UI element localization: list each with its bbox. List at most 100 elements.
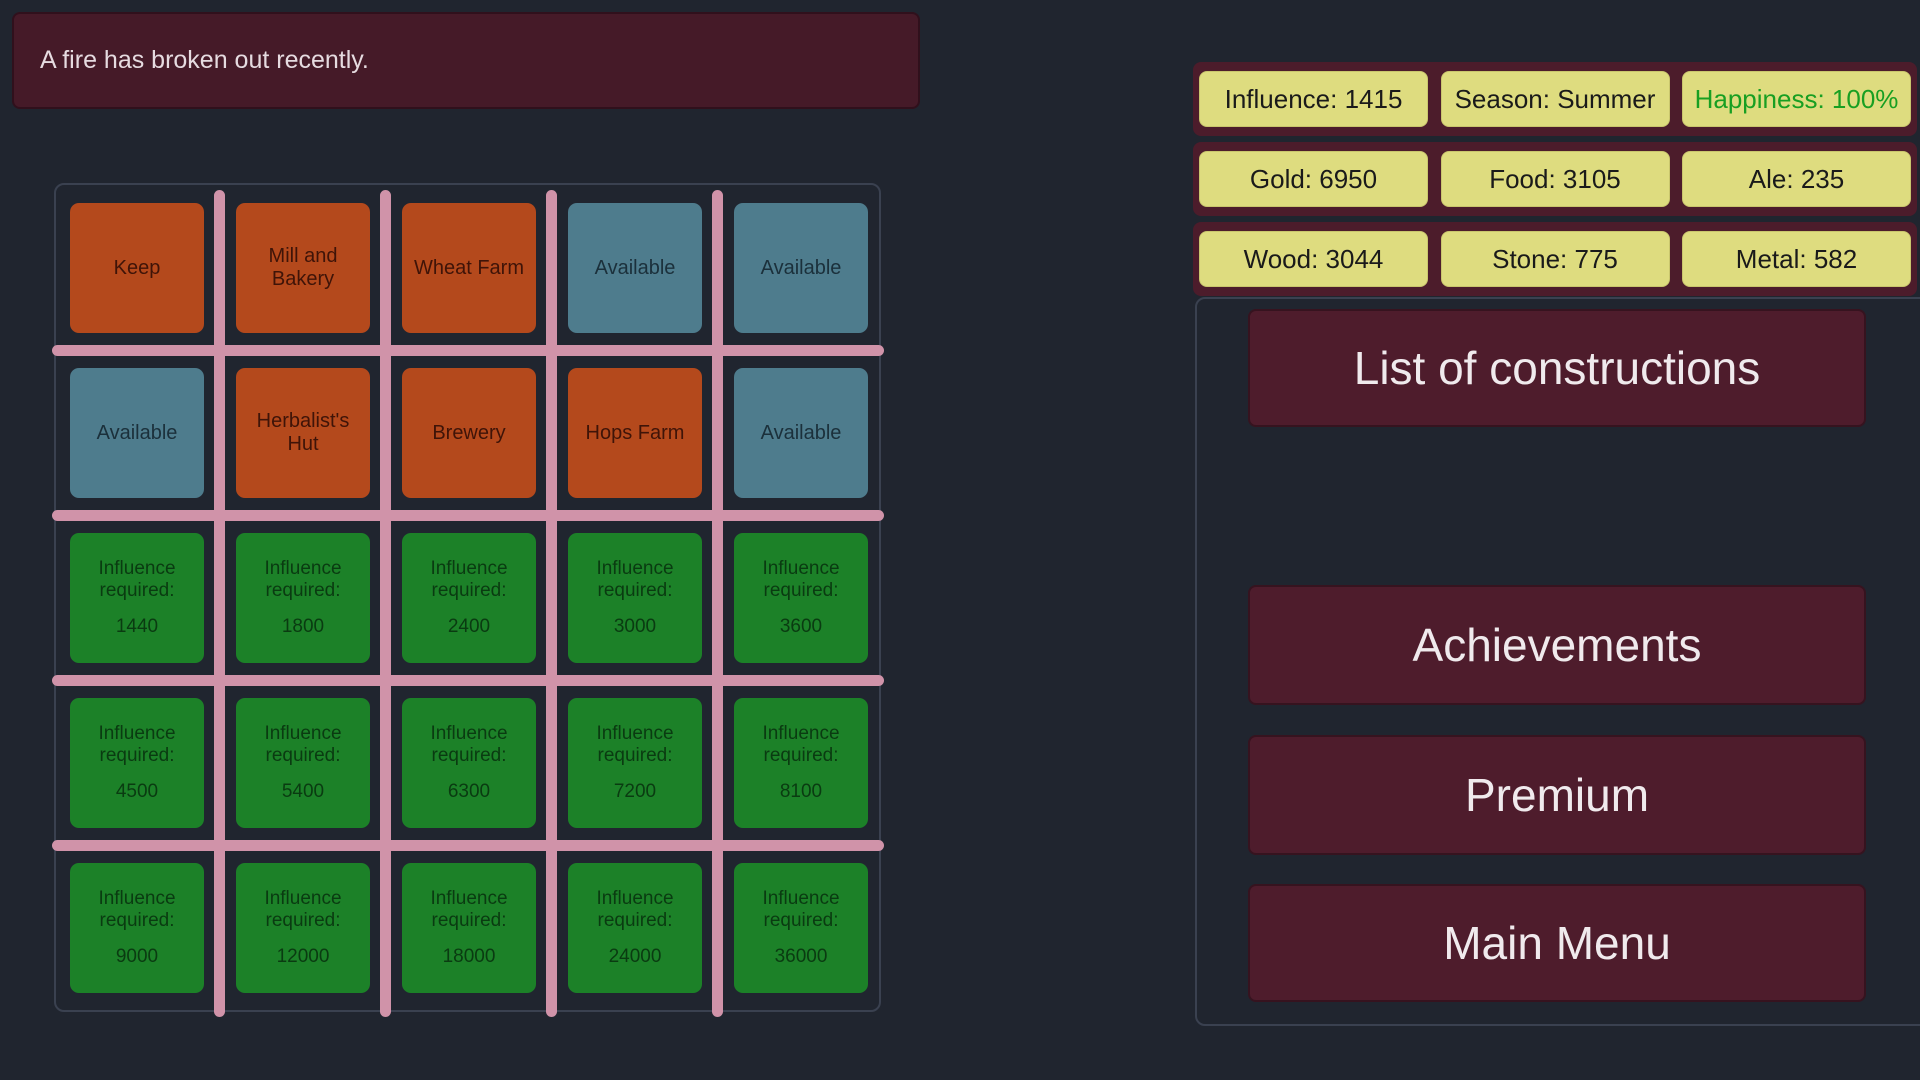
tile-available[interactable]: Available <box>734 368 868 498</box>
tile-locked[interactable]: Influence required: 2400 <box>402 533 536 663</box>
stat-gold-label: Gold: 6950 <box>1249 163 1378 194</box>
main-menu-button[interactable]: Main Menu <box>1248 884 1866 1002</box>
tile-influence-value: 3600 <box>779 615 823 637</box>
tile-available[interactable]: Available <box>568 203 702 333</box>
tile-keep[interactable]: Keep <box>70 203 204 333</box>
grid-separator-horizontal <box>52 510 884 521</box>
tile-mill-and-bakery[interactable]: Mill and Bakery <box>236 203 370 333</box>
tile-label: Hops Farm <box>585 421 685 444</box>
tile-label: Influence required: <box>762 723 840 767</box>
tile-influence-value: 18000 <box>442 945 496 967</box>
tile-label: Influence required: <box>762 558 840 602</box>
tile-influence-value: 1440 <box>115 615 159 637</box>
stat-wood: Wood: 3044 <box>1199 231 1428 287</box>
tile-locked[interactable]: Influence required: 1440 <box>70 533 204 663</box>
stat-stone-label: Stone: 775 <box>1492 243 1618 274</box>
tile-label: Influence required: <box>264 723 342 767</box>
tile-label: Herbalist's Hut <box>256 410 350 455</box>
tile-label: Available <box>760 256 842 279</box>
tile-label: Influence required: <box>264 558 342 602</box>
tile-locked[interactable]: Influence required: 3600 <box>734 533 868 663</box>
tile-wheat-farm[interactable]: Wheat Farm <box>402 203 536 333</box>
tile-influence-value: 4500 <box>115 780 159 802</box>
tile-label: Influence required: <box>430 558 508 602</box>
tile-label: Influence required: <box>430 723 508 767</box>
stats-strip-row3: Wood: 3044 Stone: 775 Metal: 582 <box>1193 222 1917 296</box>
stat-season-label: Season: Summer <box>1454 83 1656 114</box>
stat-food: Food: 3105 <box>1440 151 1670 207</box>
tile-label: Influence required: <box>596 723 674 767</box>
grid-separator-horizontal <box>52 840 884 851</box>
premium-button[interactable]: Premium <box>1248 735 1866 855</box>
tile-influence-value: 6300 <box>447 780 491 802</box>
tile-locked[interactable]: Influence required: 9000 <box>70 863 204 993</box>
tile-influence-value: 12000 <box>276 945 330 967</box>
stat-happiness-label: Happiness: 100% <box>1694 83 1899 114</box>
tile-locked[interactable]: Influence required: 3000 <box>568 533 702 663</box>
tile-label: Available <box>760 421 842 444</box>
list-of-constructions-button[interactable]: List of constructions <box>1248 309 1866 427</box>
tile-influence-value: 2400 <box>447 615 491 637</box>
tile-locked[interactable]: Influence required: 1800 <box>236 533 370 663</box>
tile-label: Mill and Bakery <box>268 245 338 290</box>
stat-influence: Influence: 1415 <box>1199 71 1428 127</box>
stat-ale-label: Ale: 235 <box>1748 163 1845 194</box>
tile-label: Influence required: <box>762 888 840 932</box>
tile-locked[interactable]: Influence required: 24000 <box>568 863 702 993</box>
stat-stone: Stone: 775 <box>1440 231 1670 287</box>
tile-influence-value: 24000 <box>608 945 662 967</box>
grid-separator-horizontal <box>52 345 884 356</box>
stat-happiness: Happiness: 100% <box>1682 71 1911 127</box>
tile-influence-value: 5400 <box>281 780 325 802</box>
tile-locked[interactable]: Influence required: 5400 <box>236 698 370 828</box>
tile-locked[interactable]: Influence required: 12000 <box>236 863 370 993</box>
stat-season: Season: Summer <box>1440 71 1670 127</box>
tile-label: Brewery <box>432 421 506 444</box>
grid-separator-vertical <box>214 190 225 1017</box>
grid-separator-horizontal <box>52 675 884 686</box>
button-label: Main Menu <box>1443 917 1671 969</box>
tile-herbalists-hut[interactable]: Herbalist's Hut <box>236 368 370 498</box>
tile-available[interactable]: Available <box>734 203 868 333</box>
tile-influence-value: 36000 <box>774 945 828 967</box>
tile-label: Keep <box>113 256 161 279</box>
tile-label: Influence required: <box>98 558 176 602</box>
tile-label: Influence required: <box>596 888 674 932</box>
tile-locked[interactable]: Influence required: 8100 <box>734 698 868 828</box>
tile-locked[interactable]: Influence required: 6300 <box>402 698 536 828</box>
tile-available[interactable]: Available <box>70 368 204 498</box>
button-label: Premium <box>1464 769 1650 821</box>
tile-influence-value: 8100 <box>779 780 823 802</box>
tile-label: Influence required: <box>264 888 342 932</box>
tile-label: Influence required: <box>596 558 674 602</box>
stat-food-label: Food: 3105 <box>1489 163 1621 194</box>
tile-label: Influence required: <box>98 888 176 932</box>
achievements-button[interactable]: Achievements <box>1248 585 1866 705</box>
tile-label: Available <box>594 256 676 279</box>
tile-locked[interactable]: Influence required: 4500 <box>70 698 204 828</box>
tile-influence-value: 7200 <box>613 780 657 802</box>
tile-hops-farm[interactable]: Hops Farm <box>568 368 702 498</box>
stat-metal-label: Metal: 582 <box>1735 243 1858 274</box>
notification-text: A fire has broken out recently. <box>40 46 369 74</box>
tile-locked[interactable]: Influence required: 18000 <box>402 863 536 993</box>
grid-separator-vertical <box>712 190 723 1017</box>
tile-label: Influence required: <box>98 723 176 767</box>
stat-gold: Gold: 6950 <box>1199 151 1428 207</box>
stat-metal: Metal: 582 <box>1682 231 1911 287</box>
stat-influence-label: Influence: 1415 <box>1224 83 1403 114</box>
notification-banner: A fire has broken out recently. <box>12 12 920 109</box>
stats-strip-row1: Influence: 1415 Season: Summer Happiness… <box>1193 62 1917 136</box>
build-grid: Keep Mill and Bakery Wheat Farm Availabl… <box>56 185 879 1010</box>
tile-locked[interactable]: Influence required: 36000 <box>734 863 868 993</box>
tile-locked[interactable]: Influence required: 7200 <box>568 698 702 828</box>
tile-influence-value: 9000 <box>115 945 159 967</box>
button-label: Achievements <box>1412 619 1702 671</box>
stats-strip-row2: Gold: 6950 Food: 3105 Ale: 235 <box>1193 142 1917 216</box>
tile-label: Influence required: <box>430 888 508 932</box>
stat-wood-label: Wood: 3044 <box>1243 243 1384 274</box>
grid-separator-vertical <box>380 190 391 1017</box>
tile-influence-value: 3000 <box>613 615 657 637</box>
tile-influence-value: 1800 <box>281 615 325 637</box>
tile-brewery[interactable]: Brewery <box>402 368 536 498</box>
